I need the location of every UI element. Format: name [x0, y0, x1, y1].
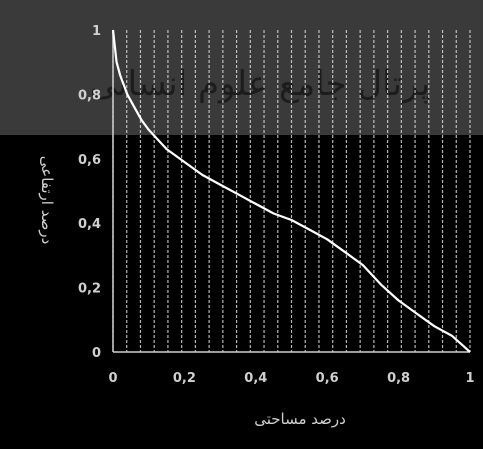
series-layer [111, 29, 471, 353]
axis-layer [112, 30, 470, 353]
y-tick-label: 0 [92, 346, 101, 361]
x-tick-label: 0,8 [387, 371, 410, 386]
y-axis-label: درصد ارتفاعی [38, 156, 56, 245]
y-tick-label: 0,2 [78, 282, 101, 297]
series-line [111, 29, 471, 353]
x-tick-label: 0,4 [244, 371, 267, 386]
x-tick-label: 0,2 [173, 371, 196, 386]
x-axis-label: درصد مساحتی [254, 410, 346, 428]
header-band [0, 0, 483, 135]
grid-layer [112, 30, 471, 352]
y-tick-label: 0,4 [78, 217, 101, 232]
y-tick-label: 0,6 [78, 153, 101, 168]
x-tick-label: 1 [465, 371, 474, 386]
y-tick-label: 1 [92, 24, 101, 39]
tick-layer: 0 0,2 0,4 0,6 0,8 1 0 0,2 0,4 0,6 0,8 1 [78, 24, 475, 386]
x-tick-label: 0,6 [316, 371, 339, 386]
y-tick-label: 0,8 [78, 88, 101, 103]
x-tick-label: 0 [108, 371, 117, 386]
